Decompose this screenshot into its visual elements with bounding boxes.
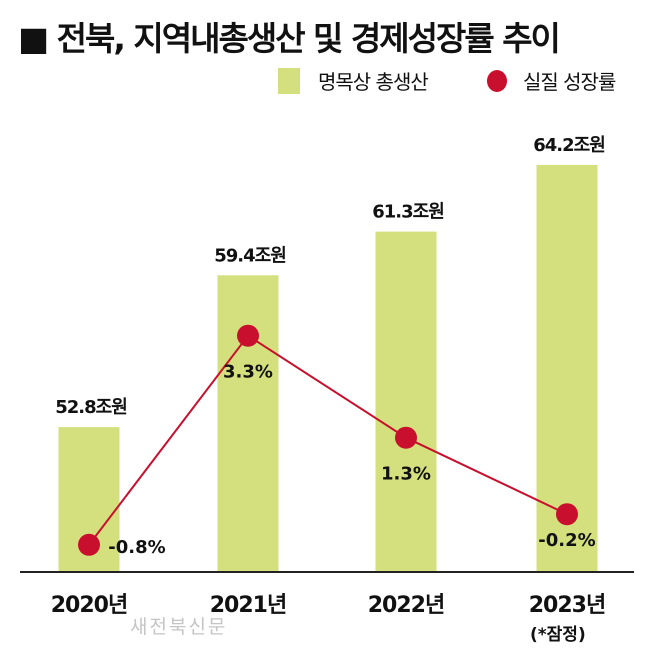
growth-point [237, 324, 259, 347]
growth-line [88, 334, 568, 546]
chart-title: ■ 전북, 지역내총생산 및 경제성장률 추이 [18, 19, 561, 58]
bar-2022년 [375, 231, 437, 572]
x-tick-label: 2020년 [51, 593, 127, 618]
x-tick-label: 2022년 [368, 593, 444, 618]
growth-point [78, 533, 100, 556]
watermark: 새전북신문 [130, 616, 228, 638]
growth-label: 1.3% [381, 464, 431, 485]
bar-label: 61.3조원 [372, 202, 444, 223]
x-tick-label: 2021년 [210, 593, 286, 618]
bar-label: 59.4조원 [214, 245, 286, 266]
legend-swatch-dot [487, 69, 507, 92]
growth-label: 3.3% [223, 362, 273, 383]
bar-2021년 [217, 275, 279, 572]
growth-point [395, 426, 417, 449]
bar-label: 52.8조원 [55, 397, 127, 418]
legend-label-gdp: 명목상 총생산 [318, 70, 429, 94]
legend-item-gdp: 명목상 총생산 [278, 66, 429, 95]
x-tick-label: 2023년 [529, 593, 605, 618]
growth-label: -0.8% [108, 537, 165, 558]
provisional-note: (*잠정) [530, 625, 586, 645]
legend-swatch-bar [278, 67, 300, 94]
legend-item-growth: 실질 성장률 [487, 66, 616, 95]
bar-label: 64.2조원 [533, 135, 605, 156]
growth-point [556, 503, 578, 526]
growth-label: -0.2% [538, 530, 595, 551]
legend-label-growth: 실질 성장률 [523, 70, 616, 94]
